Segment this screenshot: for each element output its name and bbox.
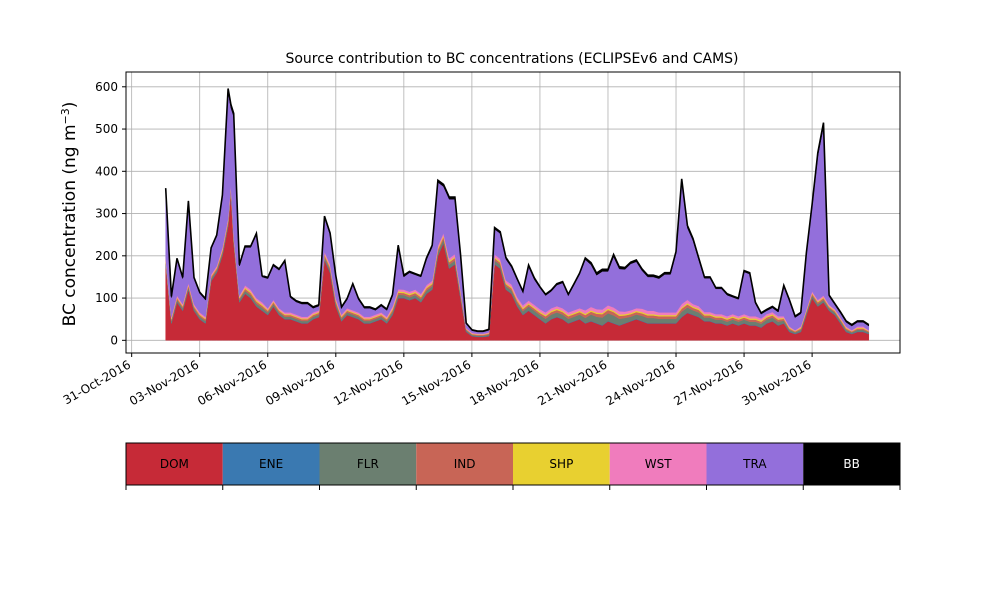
legend-label-ind: IND	[454, 457, 476, 471]
chart-title: Source contribution to BC concentrations…	[285, 51, 738, 67]
legend-swatch-ene	[222, 443, 320, 485]
legend-swatch-flr	[319, 443, 417, 485]
y-tick-label: 200	[95, 249, 118, 263]
legend-label-shp: SHP	[549, 457, 573, 471]
x-tick-label: 12-Nov-2016	[331, 357, 405, 408]
legend-label-tra: TRA	[742, 457, 767, 471]
legend-label-flr: FLR	[357, 457, 379, 471]
legend-swatch-dom	[126, 443, 223, 485]
axes-frame	[125, 71, 901, 354]
x-tick-label: 27-Nov-2016	[671, 357, 745, 408]
y-tick-label: 100	[95, 291, 118, 305]
x-tick-label: 24-Nov-2016	[603, 357, 677, 408]
y-tick-label: 0	[110, 333, 118, 347]
legend-swatch-ind	[416, 443, 513, 485]
total-line	[164, 88, 870, 332]
y-axis-label: BC concentration (ng m−3)	[59, 102, 81, 327]
y-tick-label: 300	[95, 207, 118, 221]
x-tick-label: 18-Nov-2016	[467, 357, 541, 408]
x-tick-label: 03-Nov-2016	[127, 357, 201, 408]
legend-swatch-shp	[513, 443, 610, 485]
legend: DOM ENE FLR IND SHP WST TRA BB	[125, 442, 901, 490]
x-tick-label: 21-Nov-2016	[535, 357, 609, 408]
legend-swatch-tra	[706, 443, 804, 485]
legend-label-dom: DOM	[160, 457, 189, 471]
y-tick-label: 600	[95, 80, 118, 94]
legend-swatch-wst	[609, 443, 707, 485]
legend-label-bb: BB	[843, 457, 859, 471]
legend-label-wst: WST	[645, 457, 672, 471]
y-tick-label: 400	[95, 164, 118, 178]
x-tick-label: 15-Nov-2016	[399, 357, 473, 408]
legend-swatch-bb	[803, 443, 900, 485]
plot-area	[164, 88, 870, 341]
x-tick-label: 09-Nov-2016	[263, 357, 337, 408]
x-tick-label: 06-Nov-2016	[195, 357, 269, 408]
legend-label-ene: ENE	[259, 457, 283, 471]
area-tra	[165, 90, 870, 334]
x-tick-label: 30-Nov-2016	[739, 357, 813, 408]
y-tick-label: 500	[95, 122, 118, 136]
x-tick-label: 31-Oct-2016	[61, 357, 133, 407]
